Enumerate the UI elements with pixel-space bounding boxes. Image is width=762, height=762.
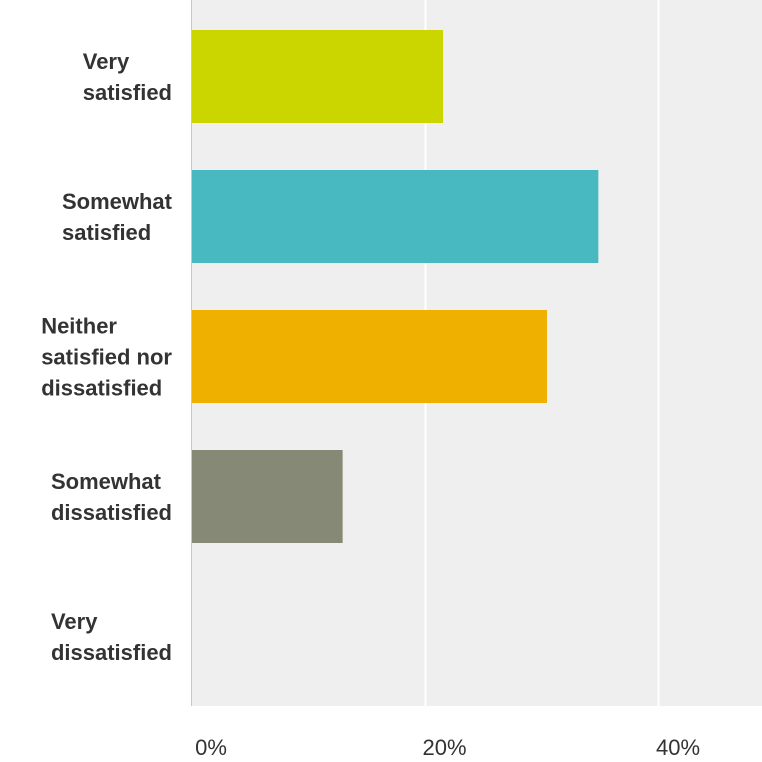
category-label-line: dissatisfied bbox=[51, 640, 172, 665]
category-labels: Very satisfied Somewhat satisfied Neither sat… bbox=[41, 49, 172, 665]
category-label-line: Very bbox=[83, 49, 130, 74]
category-label-line: Very bbox=[51, 609, 98, 634]
category-label-1: Very satisfied bbox=[83, 49, 172, 105]
x-tick-label-0: 0% bbox=[195, 735, 227, 760]
category-label-line: Somewhat bbox=[62, 189, 173, 214]
category-label-3: Neither satisfied nor dissatisfied bbox=[41, 314, 172, 401]
category-label-4: Somewhat dissatisfied bbox=[51, 469, 172, 525]
category-label-line: dissatisfied bbox=[41, 376, 162, 401]
x-tick-label-40: 40% bbox=[656, 735, 700, 760]
bar-somewhat-satisfied bbox=[192, 170, 599, 263]
category-label-line: satisfied nor bbox=[41, 345, 172, 370]
category-label-line: Neither bbox=[41, 314, 117, 339]
category-label-line: satisfied bbox=[62, 220, 151, 245]
bars bbox=[192, 30, 599, 543]
x-tick-label-20: 20% bbox=[423, 735, 467, 760]
category-label-5: Very dissatisfied bbox=[51, 609, 172, 665]
category-label-line: Somewhat bbox=[51, 469, 162, 494]
bar-very-satisfied bbox=[192, 30, 444, 123]
category-label-2: Somewhat satisfied bbox=[62, 189, 173, 245]
x-axis-tick-labels: 0% 20% 40% bbox=[195, 735, 700, 760]
category-label-line: dissatisfied bbox=[51, 500, 172, 525]
bar-somewhat-dissatisfied bbox=[192, 450, 343, 543]
category-label-line: satisfied bbox=[83, 80, 172, 105]
bar-neither-satisfied-nor-dissatisfied bbox=[192, 310, 547, 403]
